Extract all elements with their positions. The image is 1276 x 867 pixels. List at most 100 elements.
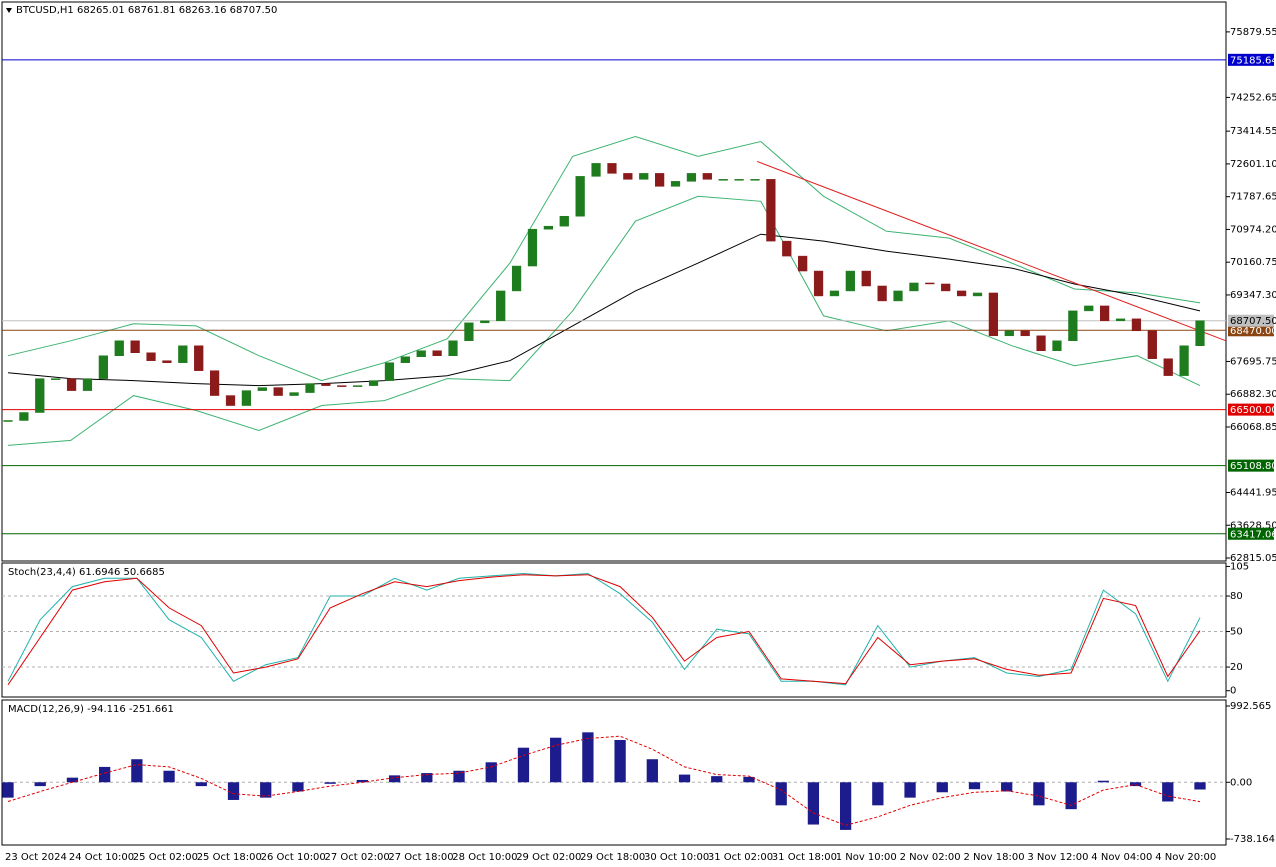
level-label: 68470.00 [1230,326,1276,337]
macd-bar [453,770,465,783]
candle-body [686,173,697,182]
candle-body [321,383,331,386]
macd-bar [711,776,723,783]
candle-body [845,270,855,292]
candle-body [591,163,601,177]
y-tick-label: 70974.20 [1230,224,1276,235]
main-panel [1,1,1227,562]
candle-body [1179,345,1189,376]
candle-body [432,350,442,356]
candle-body [527,228,538,267]
macd-bar [582,732,594,783]
macd-bar [517,747,530,783]
candle-body [670,181,681,187]
macd-bar [1033,782,1045,806]
current-price-label: 68707.50 [1230,316,1276,327]
candle-body [575,176,585,217]
candle-body [400,356,410,363]
candle-body [1004,330,1014,337]
candle-body [209,370,220,396]
candle-body [19,412,29,421]
candle-body [1020,330,1030,337]
x-tick-label: 1 Nov 10:00 [836,852,897,863]
y-tick-label: 70160.75 [1230,257,1276,268]
menu-arrow [6,8,12,13]
y-tick-label: 73414.55 [1230,126,1276,137]
candle-body [988,292,999,337]
candle-body [368,380,379,386]
y-tick-label: 20 [1230,662,1243,673]
candle-body [480,320,490,324]
candle-body [543,225,553,230]
candle-body [813,270,824,297]
x-tick-label: 4 Nov 20:00 [1155,852,1216,863]
macd-bar [356,779,369,783]
candle-body [464,322,474,342]
candle-body [782,240,792,257]
candle-body [734,179,744,181]
candle-body [114,340,124,356]
y-tick-label: 62815.05 [1230,553,1276,564]
y-tick-label: 992.565 [1230,701,1271,712]
candle-body [384,362,395,381]
panel-title: MACD(12,26,9) -94.116 -251.661 [8,704,174,715]
stoch-panel [1,562,1227,698]
candle-body [893,290,903,302]
candle-body [448,340,458,356]
x-tick-label: 2 Nov 18:00 [964,852,1025,863]
y-tick-label: 0.00 [1230,777,1252,788]
candle-body [559,215,569,227]
level-tag [1228,527,1274,540]
candle-body [130,340,140,354]
candle-body [511,265,522,292]
candle-body [972,292,983,297]
candle-body [861,270,871,287]
macd-bar [775,782,787,806]
candle-body [766,179,776,242]
macd-bar [260,782,272,798]
macd-bar [485,762,497,783]
level-tag [1228,459,1274,472]
candle-body [194,345,204,371]
macd-bar [646,759,658,783]
candle-body [273,387,283,396]
macd-bar [807,782,820,825]
level-label: 65108.80 [1230,461,1276,472]
candle-body [146,352,156,361]
x-tick-label: 27 Oct 18:00 [388,852,453,863]
candle-body [623,173,633,180]
y-tick-label: -738.164 [1230,834,1275,845]
macd-panel [1,699,1227,846]
y-tick-label: 74252.65 [1230,92,1276,103]
candle-body [241,390,252,406]
candle-body [829,290,840,297]
macd-bar [292,782,304,792]
macd-bar [1162,782,1174,802]
y-tick-label: 66068.85 [1230,422,1276,433]
macd-bar [66,777,79,783]
x-tick-label: 31 Oct 02:00 [708,852,773,863]
x-tick-label: 4 Nov 04:00 [1091,852,1152,863]
candle-body [925,282,935,285]
y-tick-label: 71787.65 [1230,192,1276,203]
macd-bar [195,782,207,787]
candle-body [1036,335,1046,351]
macd-bar [968,782,981,790]
level-label: 63417.06 [1230,529,1276,540]
level-label: 75185.64 [1230,55,1276,66]
candle-body [353,385,363,387]
macd-bar [163,770,175,783]
candle-body [3,420,13,422]
candle-body [607,163,617,174]
candle-body [257,387,267,391]
x-tick-label: 27 Oct 02:00 [325,852,390,863]
macd-bar [678,774,691,783]
macd-bar [872,782,884,806]
candle-body [1100,305,1110,322]
macd-bar [936,782,948,793]
candle-body [162,360,172,363]
macd-bar [614,740,626,783]
stoch-line [7,574,1201,686]
panel-title: BTCUSD,H1 68265.01 68761.81 68263.16 687… [16,5,277,16]
